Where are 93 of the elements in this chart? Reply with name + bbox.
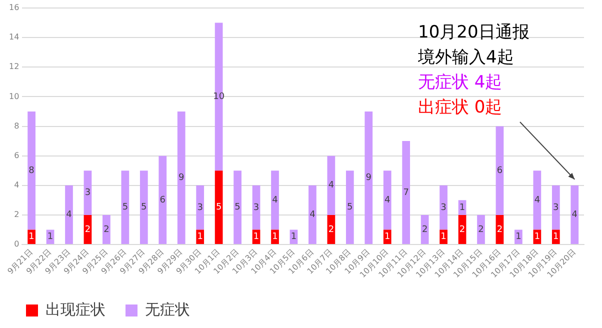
data-label: 5 — [347, 202, 353, 213]
bar — [440, 185, 448, 230]
bar — [65, 185, 73, 244]
data-label: 5 — [234, 202, 240, 213]
data-label: 9 — [366, 173, 372, 184]
data-label: 4 — [534, 196, 540, 206]
data-label: 6 — [496, 166, 503, 176]
data-label: 3 — [253, 202, 260, 213]
bar — [364, 111, 373, 244]
data-label: 3 — [440, 202, 446, 213]
bar — [552, 185, 560, 230]
bar — [346, 170, 354, 244]
bar — [570, 185, 579, 244]
bar — [271, 170, 279, 230]
data-label: 2 — [104, 224, 110, 235]
data-label: 1 — [272, 232, 278, 242]
y-tick-label: 2 — [14, 210, 20, 220]
data-label: 4 — [572, 210, 578, 220]
data-label: 4 — [66, 210, 72, 220]
bar — [196, 185, 204, 230]
bar — [158, 156, 167, 244]
legend-label: 无症状 — [145, 300, 190, 318]
bar — [533, 170, 542, 230]
data-label: 4 — [272, 196, 278, 206]
bar — [533, 230, 542, 244]
bar — [28, 111, 36, 230]
y-tick-label: 0 — [14, 240, 20, 249]
data-label: 2 — [328, 224, 334, 235]
data-label: 1 — [28, 232, 34, 242]
data-label: 2 — [84, 224, 91, 235]
y-tick-label: 14 — [8, 32, 20, 42]
bar — [477, 214, 485, 244]
bar — [308, 185, 316, 244]
data-label: 2 — [478, 224, 484, 235]
data-label: 2 — [459, 224, 466, 235]
bar — [102, 214, 110, 244]
data-label: 3 — [197, 202, 203, 213]
data-label: 3 — [84, 188, 91, 198]
data-label: 8 — [28, 166, 35, 176]
bar — [402, 141, 410, 244]
bar — [383, 170, 392, 230]
data-label: 6 — [160, 195, 166, 206]
data-label: 3 — [553, 202, 559, 213]
bar — [514, 230, 522, 244]
data-label: 1 — [253, 232, 260, 242]
y-tick-label: 8 — [14, 121, 20, 130]
bar — [177, 111, 186, 244]
annotation: 无症状 4起 — [418, 72, 502, 92]
bar — [214, 170, 223, 244]
data-label: 1 — [534, 232, 540, 242]
y-tick-label: 12 — [8, 62, 20, 72]
bar — [327, 156, 336, 215]
data-label: 2 — [496, 224, 503, 235]
data-label: 4 — [328, 180, 334, 191]
data-label: 5 — [141, 202, 147, 213]
bar — [420, 214, 429, 244]
bar — [496, 126, 504, 215]
bar — [327, 214, 336, 244]
bar — [140, 170, 148, 244]
y-tick-label: 16 — [8, 3, 20, 12]
data-label: 1 — [47, 232, 54, 242]
legend-label: 出现症状 — [46, 300, 106, 318]
data-label: 5 — [122, 202, 128, 213]
bar — [271, 230, 279, 244]
data-label: 5 — [216, 202, 222, 213]
data-label: 1 — [516, 232, 522, 242]
data-label: 1 — [197, 232, 203, 242]
bar — [383, 230, 392, 244]
bar — [28, 230, 36, 244]
bar — [121, 170, 130, 244]
annotation: 境外输入4起 — [417, 47, 514, 68]
y-tick-label: 6 — [14, 150, 20, 160]
bar — [234, 170, 242, 244]
data-label: 7 — [403, 188, 409, 198]
annotation: 出症状 0起 — [418, 97, 502, 118]
bar — [196, 230, 204, 244]
data-label: 1 — [459, 202, 466, 213]
data-label: 1 — [384, 232, 390, 242]
bar — [84, 170, 92, 215]
bar — [552, 230, 560, 244]
data-label: 4 — [384, 196, 390, 206]
data-label: 10 — [213, 92, 225, 102]
y-tick-label: 10 — [8, 92, 20, 101]
data-label: 1 — [553, 232, 559, 242]
bar — [214, 22, 223, 171]
annotation: 10月20日通报 — [418, 22, 530, 42]
data-label: 1 — [290, 232, 297, 242]
bar — [440, 230, 448, 244]
data-label: 1 — [440, 232, 446, 242]
data-label: 2 — [422, 224, 428, 235]
data-label: 4 — [310, 210, 316, 220]
data-label: 9 — [178, 173, 184, 184]
y-tick-label: 4 — [14, 180, 20, 190]
